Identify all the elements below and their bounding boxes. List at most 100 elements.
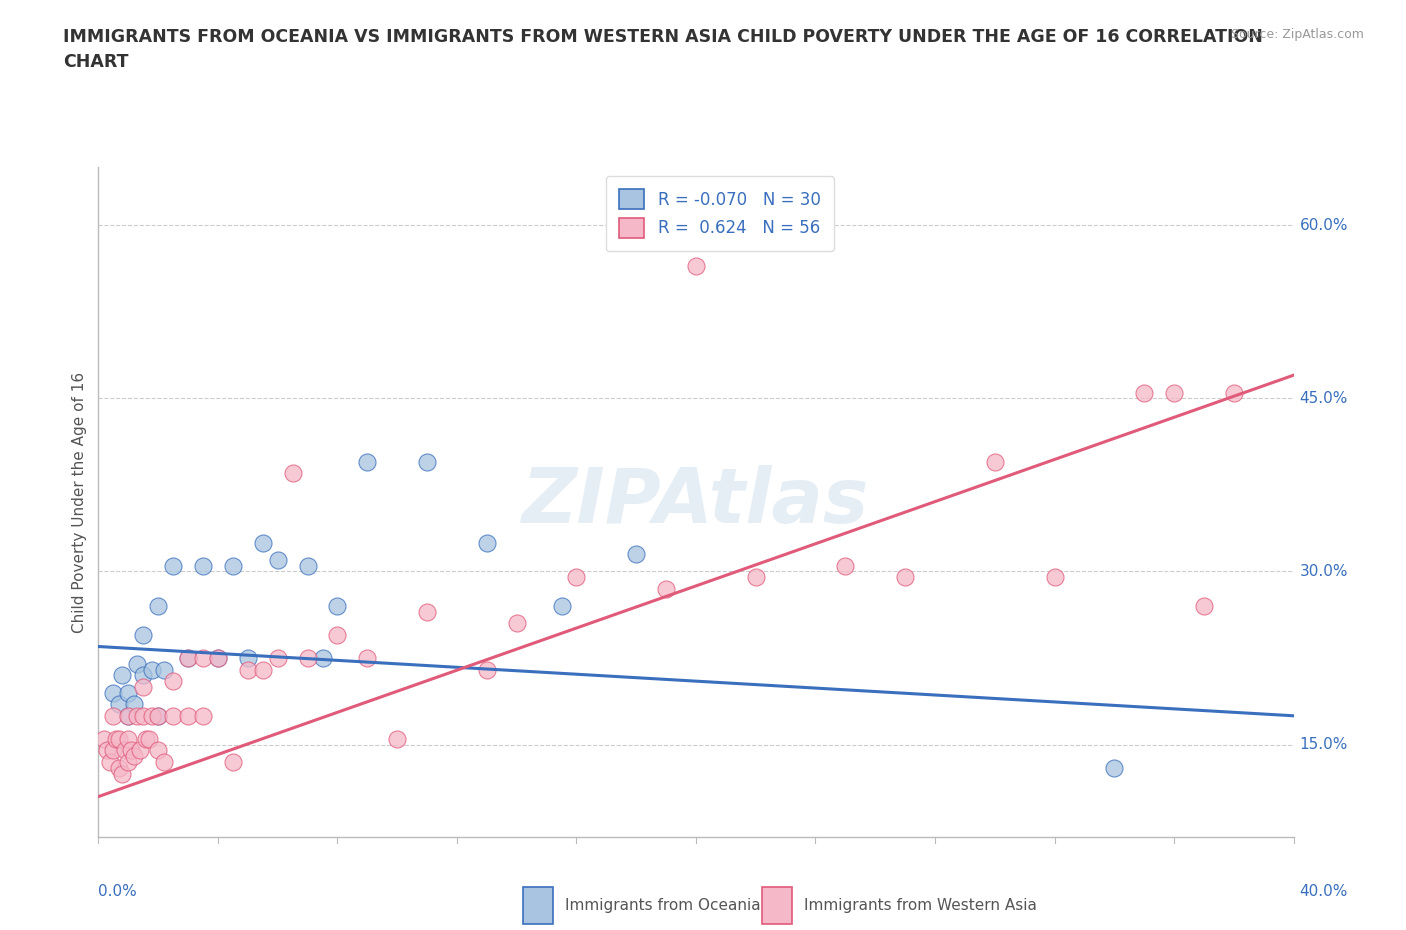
Point <box>207 651 229 666</box>
Point <box>267 552 290 567</box>
Point <box>105 731 128 746</box>
Point <box>894 570 917 585</box>
Point <box>191 558 214 573</box>
Point <box>311 651 333 666</box>
Point <box>127 709 149 724</box>
Point <box>103 709 125 724</box>
Point <box>162 558 184 573</box>
Text: Immigrants from Western Asia: Immigrants from Western Asia <box>804 898 1036 913</box>
Point <box>111 668 134 683</box>
Point <box>127 657 149 671</box>
Point <box>108 697 131 711</box>
Point <box>1192 599 1215 614</box>
Point <box>834 558 856 573</box>
Point <box>153 662 176 677</box>
Point <box>1043 570 1066 585</box>
Point <box>132 628 155 643</box>
Point <box>1223 385 1246 400</box>
Point <box>506 616 529 631</box>
Point <box>135 731 157 746</box>
Text: 60.0%: 60.0% <box>1299 218 1348 232</box>
Point <box>117 731 139 746</box>
Point <box>326 628 349 643</box>
Text: 15.0%: 15.0% <box>1299 737 1348 752</box>
Point <box>685 259 707 273</box>
Point <box>416 455 439 470</box>
Text: 0.0%: 0.0% <box>98 884 138 899</box>
Point <box>236 651 259 666</box>
Point <box>356 455 378 470</box>
Point <box>177 709 200 724</box>
Point <box>148 709 170 724</box>
Point <box>114 743 136 758</box>
Point <box>129 743 152 758</box>
Point <box>1133 385 1156 400</box>
Point <box>416 604 439 619</box>
Point <box>222 558 245 573</box>
Point <box>297 651 319 666</box>
Point <box>103 743 125 758</box>
Text: Source: ZipAtlas.com: Source: ZipAtlas.com <box>1230 28 1364 41</box>
Point <box>148 743 170 758</box>
Text: 40.0%: 40.0% <box>1299 884 1348 899</box>
Point <box>177 651 200 666</box>
Point <box>153 754 176 769</box>
Point <box>745 570 768 585</box>
Point <box>132 680 155 695</box>
Point <box>111 766 134 781</box>
Point <box>124 749 146 764</box>
Point <box>281 466 304 481</box>
Point <box>148 599 170 614</box>
Point <box>98 754 122 769</box>
FancyBboxPatch shape <box>523 887 553 924</box>
Point <box>141 662 163 677</box>
Point <box>108 761 131 776</box>
Point <box>117 709 139 724</box>
Point <box>326 599 349 614</box>
Point <box>103 685 125 700</box>
Y-axis label: Child Poverty Under the Age of 16: Child Poverty Under the Age of 16 <box>72 372 87 632</box>
Point <box>655 581 678 596</box>
Text: 45.0%: 45.0% <box>1299 391 1348 405</box>
Point <box>120 743 142 758</box>
Point <box>162 709 184 724</box>
Text: ZIPAtlas: ZIPAtlas <box>522 465 870 539</box>
Point <box>297 558 319 573</box>
Point <box>117 685 139 700</box>
Point <box>385 731 409 746</box>
Point <box>1104 761 1126 776</box>
Point <box>222 754 245 769</box>
Point <box>267 651 290 666</box>
Point <box>475 662 498 677</box>
Point <box>1163 385 1185 400</box>
Text: IMMIGRANTS FROM OCEANIA VS IMMIGRANTS FROM WESTERN ASIA CHILD POVERTY UNDER THE : IMMIGRANTS FROM OCEANIA VS IMMIGRANTS FR… <box>63 28 1263 71</box>
Point <box>162 673 184 688</box>
Point <box>117 709 139 724</box>
Point <box>565 570 588 585</box>
Point <box>252 662 274 677</box>
Point <box>96 743 118 758</box>
Legend: R = -0.070   N = 30, R =  0.624   N = 56: R = -0.070 N = 30, R = 0.624 N = 56 <box>606 176 834 251</box>
Point <box>108 731 131 746</box>
Text: 30.0%: 30.0% <box>1299 564 1348 579</box>
FancyBboxPatch shape <box>762 887 792 924</box>
Point <box>207 651 229 666</box>
Point <box>117 754 139 769</box>
Point <box>191 709 214 724</box>
Point <box>252 535 274 550</box>
Point <box>624 547 647 562</box>
Point <box>132 709 155 724</box>
Point <box>124 697 146 711</box>
Point <box>236 662 259 677</box>
Point <box>138 731 160 746</box>
Point <box>983 455 1005 470</box>
Point <box>177 651 200 666</box>
Point <box>148 709 170 724</box>
Point <box>141 709 163 724</box>
Point <box>93 731 115 746</box>
Point <box>356 651 378 666</box>
Point <box>132 668 155 683</box>
Point <box>475 535 498 550</box>
Text: Immigrants from Oceania: Immigrants from Oceania <box>565 898 761 913</box>
Point <box>191 651 214 666</box>
